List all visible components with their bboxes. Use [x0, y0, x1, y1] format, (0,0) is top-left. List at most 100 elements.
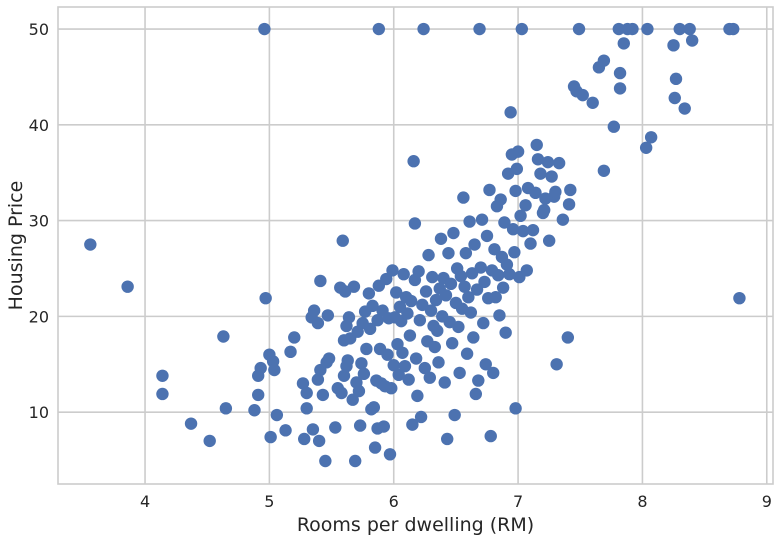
data-point [519, 199, 532, 212]
data-point [564, 183, 577, 197]
data-point [667, 39, 680, 52]
data-point [403, 329, 417, 342]
data-point [669, 72, 683, 86]
data-point [203, 434, 216, 448]
data-point [217, 330, 230, 343]
data-point [448, 408, 461, 422]
data-point [673, 22, 686, 36]
data-point [414, 410, 428, 424]
data-point [515, 22, 529, 36]
data-point [572, 22, 586, 36]
data-point [248, 404, 261, 417]
data-point [475, 213, 489, 226]
y-axis-label: Housing Price [5, 181, 27, 311]
data-point [444, 277, 458, 291]
data-point [268, 363, 281, 377]
data-point [484, 429, 497, 443]
data-point [372, 22, 386, 36]
data-point [480, 229, 494, 243]
data-point [474, 261, 487, 274]
data-point [398, 359, 412, 373]
data-point [524, 237, 537, 250]
data-point [432, 356, 445, 369]
data-point [366, 299, 379, 313]
data-point [538, 203, 551, 217]
data-point [509, 402, 522, 415]
data-point [483, 183, 496, 197]
data-point [506, 223, 520, 236]
data-point [510, 162, 524, 176]
data-point [371, 314, 384, 327]
data-point [542, 234, 556, 247]
data-point [413, 314, 427, 327]
data-point [576, 88, 589, 102]
data-point [322, 352, 336, 365]
data-point [360, 342, 373, 356]
x-tick-label: 4 [140, 492, 150, 511]
data-point [733, 291, 746, 305]
y-tick-label: 50 [29, 20, 49, 39]
data-point [613, 66, 627, 80]
data-point [472, 374, 485, 387]
data-point [298, 432, 311, 446]
data-point [447, 226, 460, 240]
data-point [668, 91, 681, 105]
x-axis-ticks: 4 5 6 7 8 9 [140, 492, 772, 511]
data-point [347, 280, 361, 293]
y-tick-label: 30 [29, 212, 49, 231]
data-point [503, 268, 516, 281]
data-point [445, 336, 459, 350]
data-point [156, 369, 169, 382]
data-point [409, 352, 423, 365]
data-point [254, 361, 267, 375]
data-point [498, 216, 511, 229]
data-point [279, 424, 292, 437]
data-point [392, 368, 405, 382]
grid [58, 7, 773, 484]
data-point [428, 340, 441, 354]
data-point [316, 388, 330, 402]
data-point [439, 289, 453, 302]
data-point [84, 238, 97, 251]
data-point [487, 366, 500, 380]
data-point [408, 217, 422, 230]
data-point [383, 448, 397, 461]
data-point [441, 432, 454, 446]
data-point [337, 369, 351, 382]
data-point [639, 141, 653, 155]
data-point [488, 243, 501, 256]
data-point [685, 34, 699, 47]
data-point [312, 434, 326, 448]
data-point [562, 198, 576, 211]
data-point [727, 22, 740, 36]
data-point [390, 286, 403, 299]
data-point [258, 22, 271, 36]
data-point [489, 291, 502, 304]
data-point [597, 54, 611, 67]
data-point [496, 281, 510, 294]
data-point [341, 354, 354, 367]
data-point [367, 401, 381, 414]
data-point [478, 275, 491, 289]
data-point [511, 145, 525, 158]
data-point [184, 417, 198, 430]
data-point [357, 367, 371, 381]
plot-area-frame [57, 6, 774, 485]
data-point [452, 320, 465, 334]
data-point [423, 371, 436, 384]
data-point [284, 345, 297, 359]
data-point [463, 215, 476, 228]
data-point [219, 402, 233, 415]
data-point [494, 193, 507, 206]
data-point [477, 316, 490, 330]
y-tick-label: 40 [29, 116, 49, 135]
data-point [424, 304, 438, 317]
data-point [300, 386, 313, 400]
data-point [457, 191, 470, 204]
data-point [306, 423, 320, 436]
data-point [288, 331, 301, 344]
data-point [419, 285, 433, 298]
data-point [353, 419, 367, 432]
data-point [683, 22, 696, 36]
